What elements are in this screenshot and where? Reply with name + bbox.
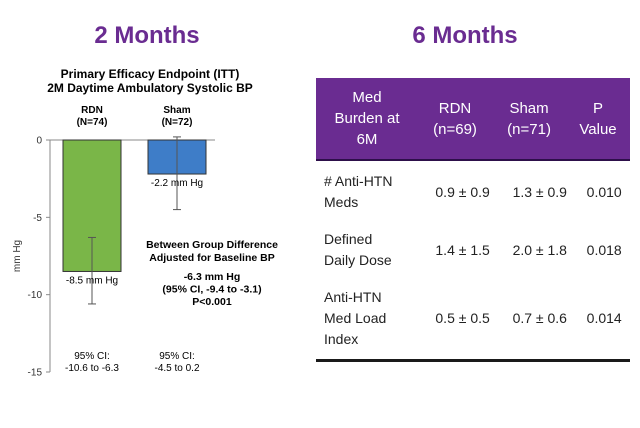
header-med-burden: Med Burden at 6M bbox=[334, 89, 400, 148]
row-label: # Anti-HTN Meds bbox=[324, 173, 393, 210]
table-row: Defined Daily Dose 1.4 ± 1.5 2.0 ± 1.8 0.… bbox=[316, 223, 630, 277]
ci-label: -4.5 to 0.2 bbox=[154, 363, 199, 374]
chart-title: Primary Efficacy Endpoint (ITT) bbox=[61, 67, 240, 81]
row-label: Anti-HTN Med Load Index bbox=[324, 288, 387, 347]
rdn-value: 0.5 ± 0.5 bbox=[435, 309, 490, 326]
right-heading: 6 Months bbox=[412, 22, 518, 49]
table-row: Anti-HTN Med Load Index 0.5 ± 0.5 0.7 ± 0.… bbox=[316, 277, 630, 359]
category-label: Sham bbox=[163, 105, 190, 116]
between-group-stats: P<0.001 bbox=[192, 296, 232, 308]
header-sham: Sham (n=71) bbox=[507, 99, 551, 138]
row-label: Defined Daily Dose bbox=[324, 231, 392, 268]
between-group-heading: Between Group Difference bbox=[146, 239, 278, 251]
value-label: -8.5 mm Hg bbox=[66, 275, 118, 286]
category-label: (N=74) bbox=[77, 117, 108, 128]
sham-value: 2.0 ± 1.8 bbox=[512, 241, 567, 258]
between-group-heading: Adjusted for Baseline BP bbox=[149, 252, 274, 264]
p-value: 0.010 bbox=[586, 183, 622, 200]
header-rdn: RDN (n=69) bbox=[433, 99, 477, 138]
efficacy-bar-chart: Primary Efficacy Endpoint (ITT) 2M Dayti… bbox=[12, 67, 278, 379]
ci-label: 95% CI: bbox=[159, 351, 195, 362]
header-rule bbox=[316, 159, 630, 161]
rdn-value: 1.4 ± 1.5 bbox=[435, 241, 490, 258]
y-tick-label: -5 bbox=[33, 213, 42, 224]
ci-label: -10.6 to -6.3 bbox=[65, 363, 119, 374]
p-value: 0.018 bbox=[586, 241, 622, 258]
table-header-row: Med Burden at 6M RDN (n=69) Sham (n=71) P Val… bbox=[316, 78, 630, 159]
between-group-stats: (95% CI, -9.4 to -3.1) bbox=[162, 284, 261, 296]
category-label: RDN bbox=[81, 105, 103, 116]
sham-value: 0.7 ± 0.6 bbox=[512, 309, 567, 326]
y-tick-label: -10 bbox=[28, 290, 43, 301]
sham-value: 1.3 ± 0.9 bbox=[512, 183, 567, 200]
rdn-value: 0.9 ± 0.9 bbox=[435, 183, 490, 200]
between-group-stats: -6.3 mm Hg bbox=[184, 271, 241, 283]
med-burden-table: Med Burden at 6M RDN (n=69) Sham (n=71) P Val… bbox=[316, 78, 630, 362]
chart-subtitle: 2M Daytime Ambulatory Systolic BP bbox=[47, 81, 253, 95]
value-label: -2.2 mm Hg bbox=[151, 178, 203, 189]
left-heading: 2 Months bbox=[94, 22, 200, 49]
y-axis-label: mm Hg bbox=[12, 240, 23, 272]
y-tick-label: 0 bbox=[36, 136, 42, 147]
header-p-value: P Value bbox=[579, 99, 617, 138]
table-bottom-rule bbox=[316, 359, 630, 362]
p-value: 0.014 bbox=[586, 309, 622, 326]
category-label: (N=72) bbox=[162, 117, 193, 128]
y-tick-label: -15 bbox=[28, 368, 43, 379]
ci-label: 95% CI: bbox=[74, 351, 110, 362]
table-row: # Anti-HTN Meds 0.9 ± 0.9 1.3 ± 0.9 0.010 bbox=[316, 161, 630, 223]
